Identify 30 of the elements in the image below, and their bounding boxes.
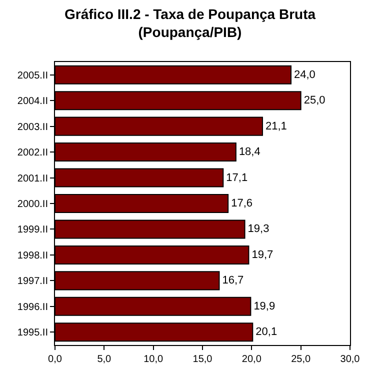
data-label: 18,4 <box>238 146 260 158</box>
x-tick-label: 0,0 <box>48 354 62 365</box>
chart-title: Gráfico III.2 - Taxa de Poupança Bruta (Poupança/PIB) <box>64 6 316 40</box>
x-tick-label: 30,0 <box>340 354 360 365</box>
y-tick-label: 2003.II <box>17 122 48 133</box>
y-tick-label: 2001.II <box>17 173 48 184</box>
y-tick-label: 1995.II <box>17 328 48 339</box>
data-label: 17,6 <box>231 198 252 210</box>
data-label: 19,3 <box>248 223 270 236</box>
y-tick-label: 1996.II <box>17 302 48 313</box>
data-label: 25,0 <box>304 94 326 107</box>
y-tick-label: 1997.II <box>17 276 48 288</box>
data-label: 19,7 <box>252 248 274 261</box>
y-tick-label: 2004.II <box>17 96 48 108</box>
x-tick-label: 25,0 <box>291 354 311 365</box>
y-tick-label: 2002.II <box>17 148 48 159</box>
data-label: 16,7 <box>222 274 244 287</box>
x-tick-label: 10,0 <box>144 354 164 365</box>
y-tick-label: 2000.II <box>17 199 48 210</box>
data-label: 17,1 <box>226 172 248 184</box>
x-tick-label: 5,0 <box>97 354 112 365</box>
data-label: 21,1 <box>265 120 287 132</box>
data-label: 20,1 <box>256 326 278 338</box>
data-label: 24,0 <box>294 68 316 81</box>
x-tick-label: 15,0 <box>192 354 213 365</box>
y-tick-label: 2005.II <box>17 70 48 82</box>
x-tick-label: 20,0 <box>242 354 262 365</box>
y-tick-label: 1998.II <box>17 250 48 262</box>
data-label: 19,9 <box>254 300 276 312</box>
y-tick-label: 1999.II <box>17 224 48 236</box>
